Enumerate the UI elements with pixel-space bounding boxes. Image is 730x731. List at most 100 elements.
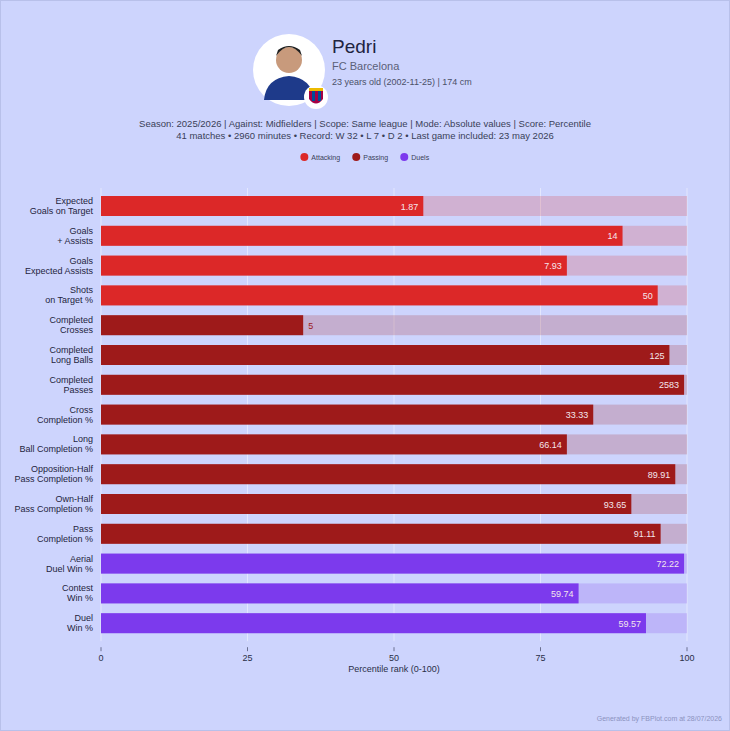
bar-track [101, 464, 687, 484]
avatar-hair [276, 46, 302, 56]
category-label: CompletedPasses [49, 375, 93, 395]
tick-label: 50 [389, 653, 399, 663]
data-label: 89.91 [648, 470, 671, 480]
data-label: 33.33 [566, 410, 589, 420]
category-label: AerialDuel Win % [46, 554, 93, 574]
club-badge [304, 85, 328, 109]
legend-swatch [300, 153, 308, 161]
axis-title: Percentile rank (0-100) [348, 664, 440, 674]
data-label: 59.57 [618, 619, 641, 629]
bar-track [101, 345, 687, 365]
legend: Attacking Passing Duels [300, 153, 429, 162]
badge-stripe [318, 91, 321, 101]
category-label: DuelWin % [67, 613, 93, 633]
legend-swatch [352, 153, 360, 161]
bar [101, 315, 303, 335]
badge-top [309, 88, 323, 91]
avatar-circle [253, 34, 325, 106]
data-label: 66.14 [539, 440, 562, 450]
avatar [253, 34, 325, 106]
bar-track [101, 613, 687, 633]
category-label: CrossCompletion % [37, 405, 94, 425]
bar-track [101, 434, 687, 454]
data-label: 59.74 [551, 589, 574, 599]
bar [101, 405, 593, 425]
background [1, 1, 730, 731]
badge-bg [304, 85, 328, 109]
category-label: Own-HalfPass Completion % [14, 494, 93, 514]
data-label: 5 [308, 321, 313, 331]
data-label: 1.87 [401, 202, 419, 212]
data-label: 125 [649, 351, 664, 361]
category-label: CompletedLong Balls [49, 345, 93, 365]
bar-track [101, 494, 687, 514]
category-label: Opposition-HalfPass Completion % [14, 464, 93, 484]
data-label: 91.11 [634, 529, 656, 539]
bar [101, 583, 579, 603]
data-label: 14 [608, 231, 618, 241]
bar-track [101, 375, 687, 395]
bar-track [101, 226, 687, 246]
chart: Pedri FC Barcelona 23 years old (2002-11-2… [0, 0, 730, 731]
title: Pedri [332, 36, 376, 57]
data-label: 7.93 [544, 261, 562, 271]
category-label: ContestWin % [62, 583, 94, 603]
category-label: GoalsExpected Assists [25, 256, 94, 276]
legend-item: Attacking [300, 153, 340, 162]
tick-label: 100 [679, 653, 694, 663]
category-label: Shotson Target % [45, 285, 93, 305]
legend-swatch [400, 153, 408, 161]
data-label: 72.22 [657, 559, 680, 569]
data-label: 50 [643, 291, 653, 301]
bar-track [101, 554, 687, 574]
tick-label: 0 [98, 653, 103, 663]
bar-track [101, 256, 687, 276]
tick-mark [540, 647, 541, 651]
legend-label: Attacking [311, 154, 340, 162]
legend-label: Duels [411, 154, 429, 161]
bar [101, 256, 567, 276]
legend-item: Passing [352, 153, 388, 162]
tick-label: 75 [535, 653, 545, 663]
category-label: LongBall Completion % [19, 434, 93, 454]
footer: Generated by FBPlot.com at 28/07/2026 [597, 715, 722, 723]
legend-label: Passing [363, 154, 388, 162]
category-label: Goals+ Assists [57, 226, 93, 246]
category-label: PassCompletion % [37, 524, 94, 544]
bar [101, 434, 567, 454]
badge-shield [309, 90, 323, 104]
bar-track [101, 583, 687, 603]
labels: ExpectedGoals on Target 1.87 Goals+ Assist… [14, 196, 679, 633]
info-line: 41 matches • 2960 minutes • Record: W 32… [176, 130, 553, 141]
bar [101, 226, 623, 246]
bar [101, 196, 423, 216]
category-label: ExpectedGoals on Target [30, 196, 94, 216]
info-line: Season: 2025/2026 | Against: Midfielders… [139, 118, 591, 129]
bar-track [101, 405, 687, 425]
bar [101, 554, 684, 574]
player-info: 23 years old (2002-11-25) | 174 cm [332, 77, 472, 87]
category-label: CompletedCrosses [49, 315, 93, 335]
legend-item: Duels [400, 153, 429, 161]
tick-mark [394, 647, 395, 651]
bar [101, 464, 675, 484]
bars [101, 196, 687, 633]
bar-track [101, 285, 687, 305]
tick-mark [101, 647, 102, 651]
bar-track [101, 524, 687, 544]
bar [101, 524, 661, 544]
bar [101, 613, 646, 633]
bar [101, 285, 658, 305]
bar [101, 494, 631, 514]
avatar-head [276, 47, 302, 73]
tick-label: 25 [242, 653, 252, 663]
data-label: 93.65 [604, 500, 627, 510]
data-label: 2583 [659, 380, 679, 390]
bar-track [101, 315, 687, 335]
badge-stripe [312, 91, 315, 101]
subtitle: FC Barcelona [332, 60, 400, 72]
bar-track [101, 196, 687, 216]
tick-mark [687, 647, 688, 651]
bar [101, 345, 669, 365]
tick-mark [247, 647, 248, 651]
